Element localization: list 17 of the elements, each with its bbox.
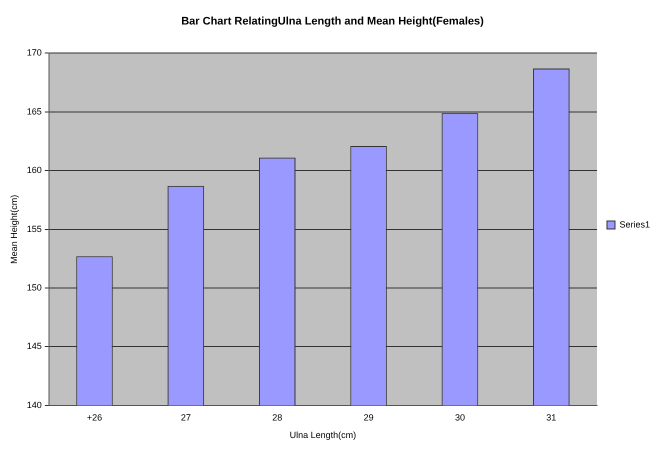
y-tick-label: 150 [26, 282, 42, 292]
y-tick-label: 170 [26, 48, 42, 58]
x-tick-label: 31 [546, 412, 556, 422]
y-tick-label: 155 [26, 224, 42, 234]
legend-label: Series1 [619, 219, 650, 230]
x-tick-label: 29 [364, 412, 374, 422]
x-tick-label: 28 [272, 412, 282, 422]
y-tick-label: 140 [26, 400, 42, 410]
y-tick-label: 165 [26, 106, 42, 116]
x-tick-label: 30 [454, 412, 465, 422]
y-axis-title: Mean Height(cm) [8, 194, 19, 264]
y-tick-label: 160 [26, 165, 42, 176]
chart-title: Bar Chart RelatingUlna Length and Mean Height(Females) [181, 16, 484, 28]
y-tick-label: 145 [26, 341, 42, 352]
x-axis-title: Ulna Length(cm) [290, 430, 356, 440]
x-tick-label: 27 [180, 412, 191, 422]
x-tick-label: +26 [86, 412, 102, 422]
